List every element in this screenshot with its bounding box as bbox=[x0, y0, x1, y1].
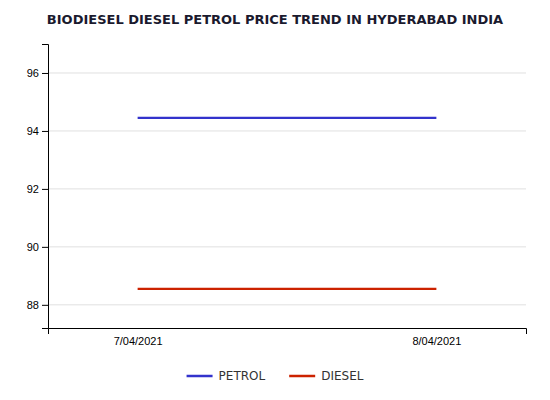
y-tick-mark bbox=[42, 247, 48, 248]
y-tick-mark bbox=[42, 189, 48, 190]
y-tick-label: 88 bbox=[27, 299, 39, 311]
y-tick-label: 94 bbox=[27, 125, 39, 137]
y-axis: 88 90 92 94 96 bbox=[27, 45, 49, 329]
y-tick: 92 bbox=[27, 183, 48, 195]
legend-item: PETROL bbox=[187, 369, 266, 383]
x-tick: 8/04/2021 bbox=[412, 335, 461, 347]
y-axis-line bbox=[42, 45, 49, 329]
series-line bbox=[138, 288, 437, 290]
grid bbox=[48, 73, 526, 305]
y-tick: 88 bbox=[27, 299, 48, 311]
y-tick-label: 92 bbox=[27, 183, 39, 195]
y-tick: 96 bbox=[27, 67, 48, 79]
legend-swatch bbox=[289, 375, 315, 378]
y-tick-mark bbox=[42, 131, 48, 132]
legend-label: PETROL bbox=[219, 369, 266, 383]
y-tick-mark bbox=[42, 73, 48, 74]
y-tick-mark bbox=[42, 305, 48, 306]
plot: 88 90 92 94 96 7/04/2021 8/04/2021 bbox=[27, 45, 527, 347]
chart: BIODIESEL DIESEL PETROL PRICE TREND IN H… bbox=[0, 0, 550, 400]
x-tick: 7/04/2021 bbox=[114, 335, 163, 347]
y-tick: 94 bbox=[27, 125, 48, 137]
y-tick: 90 bbox=[27, 241, 48, 253]
y-tick-label: 90 bbox=[27, 241, 39, 253]
x-tick-label: 7/04/2021 bbox=[114, 335, 163, 347]
x-axis: 7/04/2021 8/04/2021 bbox=[49, 329, 527, 347]
grid-line bbox=[48, 304, 526, 305]
x-axis-line bbox=[49, 329, 527, 335]
lines bbox=[138, 118, 437, 289]
legend-item: DIESEL bbox=[289, 369, 364, 383]
grid-line bbox=[48, 246, 526, 247]
grid-line bbox=[48, 188, 526, 189]
x-tick-label: 8/04/2021 bbox=[412, 335, 461, 347]
y-tick-label: 96 bbox=[27, 67, 39, 79]
legend-label: DIESEL bbox=[321, 369, 364, 383]
legend-swatch bbox=[187, 375, 213, 378]
legend: PETROL DIESEL bbox=[187, 369, 364, 383]
grid-line bbox=[48, 72, 526, 73]
title: BIODIESEL DIESEL PETROL PRICE TREND IN H… bbox=[47, 12, 503, 27]
grid-line bbox=[48, 130, 526, 131]
series-line bbox=[138, 117, 437, 119]
